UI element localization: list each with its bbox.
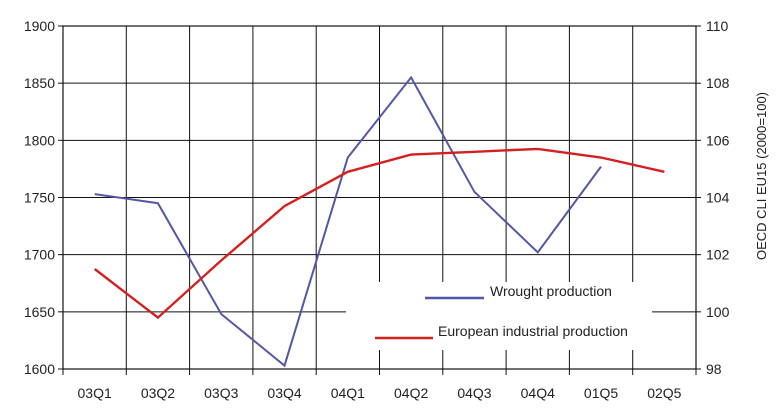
x-tick-label: 04Q3 [457,385,491,401]
left-tick-label: 1700 [24,247,55,263]
left-tick-label: 1600 [24,361,55,377]
series-layer [93,75,665,368]
left-tick-label: 1900 [24,18,55,34]
right-tick-label: 100 [706,304,730,320]
right-tick-label: 108 [706,75,730,91]
right-axis-title: OECD CLI EU15 (2000=100) [754,92,769,260]
x-tick-label: 02Q5 [647,385,681,401]
x-tick-label: 03Q1 [78,385,112,401]
x-tick-label: 04Q4 [521,385,555,401]
legend-label: European industrial production [438,323,628,339]
left-tick-label: 1750 [24,190,55,206]
legend: Wrought production European industrial pr… [346,282,652,350]
x-tick-label: 03Q4 [267,385,301,401]
x-tick-label: 01Q5 [584,385,618,401]
x-tick-label: 04Q1 [331,385,365,401]
right-tick-label: 102 [706,247,730,263]
legend-label: Wrought production [490,283,612,299]
left-tick-label: 1800 [24,132,55,148]
x-tick-label: 03Q3 [204,385,238,401]
right-tick-label: 104 [706,190,730,206]
series-line-european-industrial-production [93,147,665,320]
left-tick-label: 1650 [24,304,55,320]
right-tick-label: 106 [706,132,730,148]
x-axis-ticks: 03Q1 03Q2 03Q3 03Q4 04Q1 04Q2 04Q3 04Q4 01Q5 02Q5 [62,369,697,401]
left-tick-label: 1850 [24,75,55,91]
left-axis-ticks: 1900 1850 1800 1750 1700 1650 1600 [24,18,63,377]
plot-frame [62,25,697,370]
x-tick-label: 04Q2 [394,385,428,401]
right-axis-ticks: 110 108 106 104 102 100 98 [696,18,730,377]
right-tick-label: 110 [706,18,729,34]
x-tick-label: 03Q2 [141,385,175,401]
series-line-wrought-production [94,75,602,368]
right-tick-label: 98 [706,361,722,377]
